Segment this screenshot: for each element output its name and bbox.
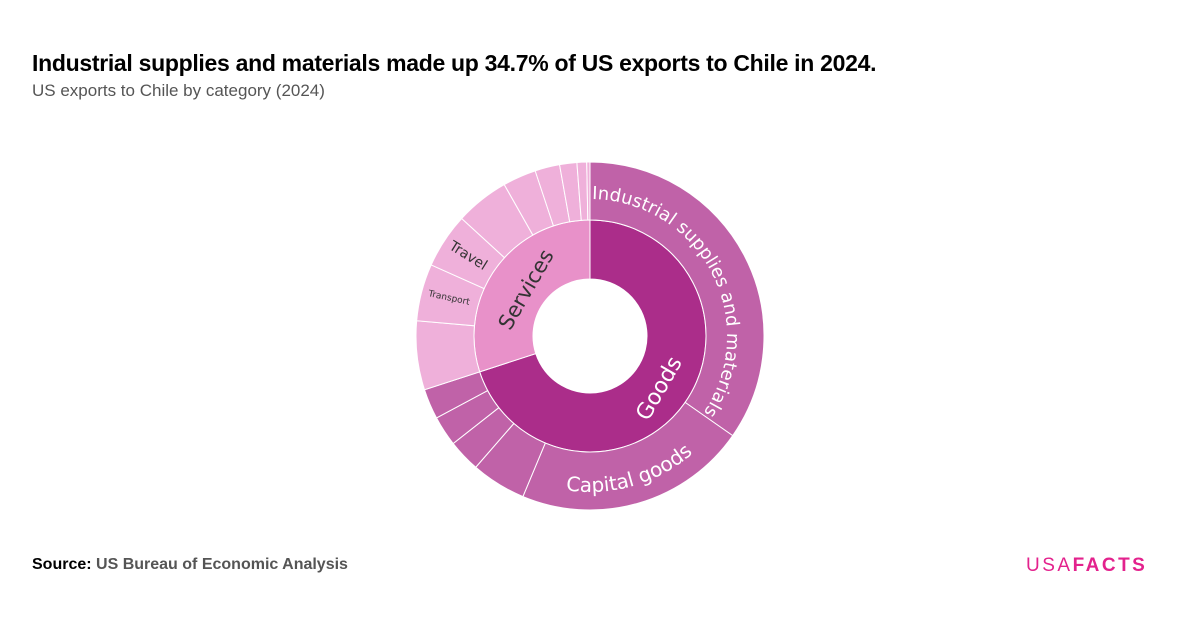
segment-industrial-supplies-and-materials[interactable] (589, 161, 765, 437)
logo-light: USA (1026, 555, 1073, 576)
chart-title: Industrial supplies and materials made u… (32, 50, 877, 76)
source-note: Source: US Bureau of Economic Analysis (32, 556, 348, 574)
chart-subtitle: US exports to Chile by category (2024) (32, 81, 325, 100)
source-text: US Bureau of Economic Analysis (96, 556, 348, 573)
logo-bold: FACTS (1072, 555, 1148, 576)
source-label: Source: (32, 556, 92, 573)
segment-services-sub-8[interactable] (586, 161, 591, 221)
usafacts-logo: USAFACTS (1026, 555, 1147, 577)
